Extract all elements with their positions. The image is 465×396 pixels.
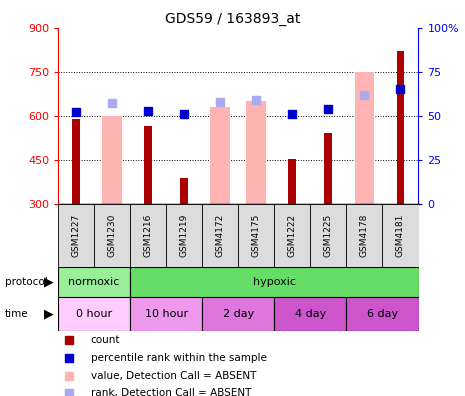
Bar <box>144 126 152 204</box>
Bar <box>130 267 418 297</box>
Text: GSM4181: GSM4181 <box>396 214 405 257</box>
Bar <box>180 178 188 204</box>
Bar <box>202 204 239 267</box>
Bar <box>58 297 130 331</box>
Text: normoxic: normoxic <box>68 277 120 287</box>
Bar <box>274 204 311 267</box>
Text: GSM1216: GSM1216 <box>144 214 153 257</box>
Bar <box>246 101 266 204</box>
Bar <box>274 297 346 331</box>
Bar <box>202 297 274 331</box>
Bar <box>58 267 130 297</box>
Bar <box>288 159 296 204</box>
Bar <box>311 204 346 267</box>
Bar <box>210 107 230 204</box>
Bar <box>325 133 332 204</box>
Text: count: count <box>91 335 120 345</box>
Bar <box>346 297 418 331</box>
Text: percentile rank within the sample: percentile rank within the sample <box>91 353 266 363</box>
Bar <box>239 204 274 267</box>
Text: GSM1225: GSM1225 <box>324 214 333 257</box>
Text: protocol: protocol <box>5 277 47 287</box>
Bar <box>58 204 94 267</box>
Text: GSM1219: GSM1219 <box>180 214 189 257</box>
Text: GSM4172: GSM4172 <box>216 214 225 257</box>
Text: 6 day: 6 day <box>367 309 398 319</box>
Text: ▶: ▶ <box>44 307 53 320</box>
Text: GSM1227: GSM1227 <box>72 214 80 257</box>
Bar <box>382 204 418 267</box>
Bar <box>94 204 130 267</box>
Text: GSM1222: GSM1222 <box>288 214 297 257</box>
Bar <box>346 204 382 267</box>
Bar <box>354 72 374 204</box>
Bar <box>102 116 122 204</box>
Text: GDS59 / 163893_at: GDS59 / 163893_at <box>165 12 300 26</box>
Text: time: time <box>5 309 28 319</box>
Text: 0 hour: 0 hour <box>76 309 112 319</box>
Text: 10 hour: 10 hour <box>145 309 188 319</box>
Text: rank, Detection Call = ABSENT: rank, Detection Call = ABSENT <box>91 388 251 396</box>
Bar <box>72 119 80 204</box>
Bar <box>130 297 202 331</box>
Bar <box>166 204 202 267</box>
Text: ▶: ▶ <box>44 276 53 289</box>
Bar <box>397 51 405 204</box>
Text: value, Detection Call = ABSENT: value, Detection Call = ABSENT <box>91 371 256 381</box>
Text: GSM4175: GSM4175 <box>252 214 261 257</box>
Text: 2 day: 2 day <box>223 309 254 319</box>
Text: hypoxic: hypoxic <box>253 277 296 287</box>
Text: GSM4178: GSM4178 <box>360 214 369 257</box>
Text: 4 day: 4 day <box>295 309 326 319</box>
Text: GSM1230: GSM1230 <box>108 214 117 257</box>
Bar <box>130 204 166 267</box>
